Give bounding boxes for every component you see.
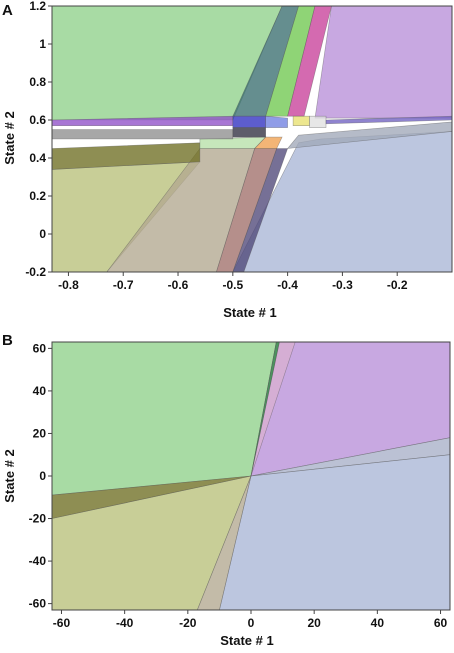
regions — [52, 342, 450, 610]
y-tick-label: 0.4 — [29, 151, 46, 165]
region-blue-lower-right — [219, 454, 450, 610]
x-tick-label: -0.4 — [277, 278, 298, 292]
y-tick-label: 20 — [33, 426, 47, 440]
region-purple-upper-right — [314, 6, 452, 119]
region-black-center — [232, 127, 267, 138]
panel-b-ylabel: State # 2 — [2, 449, 17, 502]
region-dark-olive-band — [52, 475, 252, 519]
y-tick-label: 60 — [33, 341, 47, 355]
x-tick-label: -60 — [53, 616, 71, 630]
region-pale-center — [309, 115, 327, 128]
x-tick-label: 60 — [434, 616, 448, 630]
y-tick-label: 0 — [39, 227, 46, 241]
y-tick-label: -0.2 — [25, 265, 46, 279]
panel-a-plot: -0.8 -0.7 -0.6 -0.5 -0.4 -0.3 -0.2 -0.2 0 0.2 0.4 0… — [25, 0, 453, 292]
x-tick-label: -0.8 — [58, 278, 79, 292]
y-tick-label: 0.2 — [29, 189, 46, 203]
panel-a-xlabel: State # 1 — [223, 305, 276, 320]
y-tick-label: 0.8 — [29, 75, 46, 89]
plot-frame — [51, 5, 453, 273]
y-tick-label: 0 — [39, 469, 46, 483]
regions — [52, 6, 452, 272]
y-tick-label: -60 — [29, 597, 47, 611]
y-tick-label: 40 — [33, 384, 47, 398]
region-dark-green-line — [250, 342, 280, 477]
y-tick-label: -40 — [29, 554, 47, 568]
x-tick-label: -0.2 — [387, 278, 408, 292]
y-tick-label: -20 — [29, 512, 47, 526]
panel-b-letter: B — [2, 332, 13, 349]
x-tick-label: -0.5 — [222, 278, 243, 292]
x-tick-label: 20 — [307, 616, 321, 630]
region-dark-purple-lower-stripe — [232, 148, 289, 272]
x-tick-label: -0.7 — [113, 278, 134, 292]
x-tick-label: 0 — [248, 616, 255, 630]
y-tick-label: 0.6 — [29, 113, 46, 127]
x-tick-label: -40 — [116, 616, 134, 630]
region-gray-right-band — [286, 121, 452, 149]
region-purple-band-right — [325, 115, 452, 125]
region-gray-band-left — [52, 129, 234, 140]
x-tick-label: -0.3 — [332, 278, 353, 292]
panel-b-xlabel: State # 1 — [220, 633, 273, 648]
region-blue-center — [232, 115, 267, 128]
region-orange-patch — [253, 136, 283, 149]
panel-b-plot: -60 -40 -20 0 20 40 60 -60 -40 -20 0 20 40 60 — [29, 341, 451, 630]
region-tan-lower-middle — [196, 475, 252, 610]
x-tick-label: -20 — [179, 616, 197, 630]
x-tick-label: -0.6 — [168, 278, 189, 292]
region-yellow-center — [292, 115, 310, 126]
panel-a-ylabel: State # 2 — [2, 111, 17, 164]
region-green-upper-left — [52, 342, 277, 496]
y-tick-label: 1 — [39, 37, 46, 51]
region-light-blue-center — [265, 115, 288, 128]
panel-a-letter: A — [2, 2, 13, 19]
x-tick-label: 40 — [371, 616, 385, 630]
y-tick-label: 1.2 — [29, 0, 46, 13]
